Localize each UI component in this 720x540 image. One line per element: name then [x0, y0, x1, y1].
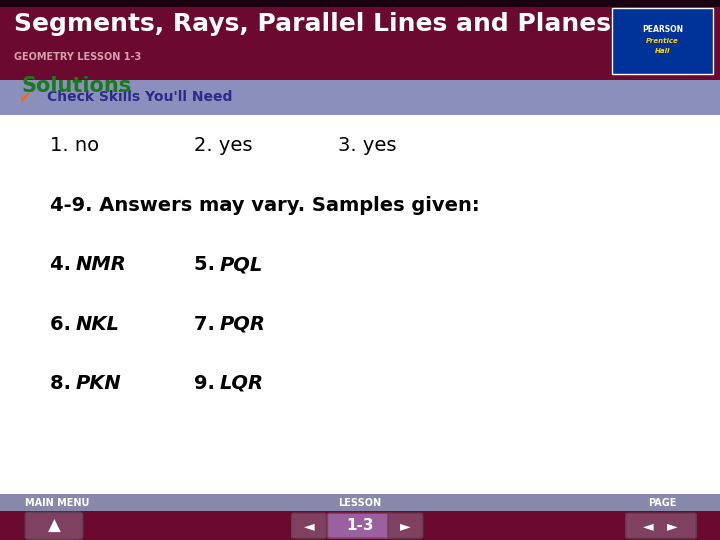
Text: Segments, Rays, Parallel Lines and Planes: Segments, Rays, Parallel Lines and Plane… [14, 12, 611, 36]
Text: 1-3: 1-3 [346, 518, 374, 533]
FancyBboxPatch shape [0, 115, 720, 494]
Text: ◄: ◄ [304, 519, 314, 532]
Text: ▲: ▲ [48, 517, 60, 535]
FancyBboxPatch shape [0, 494, 720, 511]
Text: 1. no: 1. no [50, 136, 99, 156]
Text: ◄: ◄ [643, 519, 653, 532]
Text: 6.: 6. [50, 314, 78, 334]
Text: Hall: Hall [654, 48, 670, 54]
FancyBboxPatch shape [626, 513, 696, 538]
Text: PEARSON: PEARSON [642, 25, 683, 34]
FancyBboxPatch shape [0, 7, 720, 80]
Text: GEOMETRY LESSON 1-3: GEOMETRY LESSON 1-3 [14, 52, 142, 62]
FancyBboxPatch shape [388, 513, 423, 538]
Text: ►: ► [667, 519, 678, 532]
Text: 5.: 5. [194, 255, 222, 274]
Text: 3. yes: 3. yes [338, 136, 397, 156]
Text: PQR: PQR [220, 314, 266, 334]
Text: Solutions: Solutions [22, 76, 132, 97]
Text: MAIN MENU: MAIN MENU [25, 498, 90, 508]
FancyBboxPatch shape [292, 513, 326, 538]
Text: ►: ► [400, 519, 410, 532]
FancyBboxPatch shape [612, 8, 713, 74]
Text: Prentice: Prentice [646, 38, 679, 44]
FancyBboxPatch shape [0, 80, 720, 115]
FancyBboxPatch shape [328, 513, 392, 538]
Text: 8.: 8. [50, 374, 78, 393]
Text: NKL: NKL [76, 314, 120, 334]
Text: Check Skills You'll Need: Check Skills You'll Need [47, 91, 232, 104]
FancyBboxPatch shape [0, 494, 720, 540]
Text: 4.: 4. [50, 255, 78, 274]
Text: PAGE: PAGE [648, 498, 677, 508]
Text: NMR: NMR [76, 255, 126, 274]
Text: PQL: PQL [220, 255, 263, 274]
Text: 4-9. Answers may vary. Samples given:: 4-9. Answers may vary. Samples given: [50, 195, 480, 215]
FancyBboxPatch shape [0, 0, 720, 7]
Text: 7.: 7. [194, 314, 222, 334]
FancyBboxPatch shape [25, 512, 83, 539]
Text: 9.: 9. [194, 374, 222, 393]
Text: ✔: ✔ [18, 90, 31, 105]
Text: 2. yes: 2. yes [194, 136, 253, 156]
Text: PKN: PKN [76, 374, 122, 393]
Text: LESSON: LESSON [338, 498, 382, 508]
Text: LQR: LQR [220, 374, 264, 393]
